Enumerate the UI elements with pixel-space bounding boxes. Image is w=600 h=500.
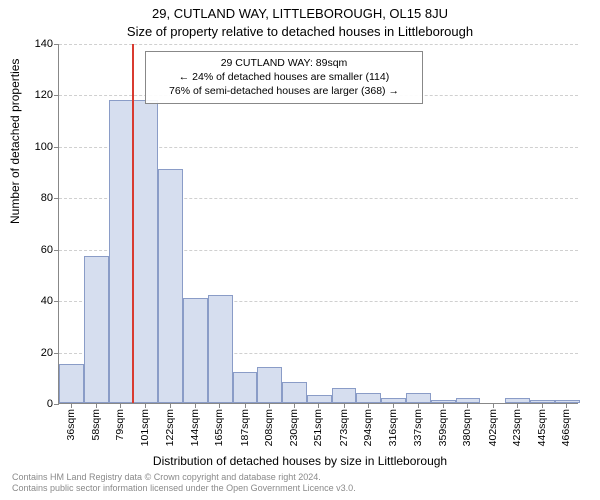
xtick-mark [467, 403, 468, 408]
xtick-label: 144sqm [189, 409, 201, 446]
ytick-label: 100 [35, 141, 53, 153]
xtick-label: 58sqm [90, 409, 102, 441]
plot-area: 02040608010012014036sqm58sqm79sqm101sqm1… [58, 44, 578, 404]
chart-container: 29, CUTLAND WAY, LITTLEBOROUGH, OL15 8JU… [0, 0, 600, 500]
ytick-mark [54, 404, 59, 405]
xtick-label: 165sqm [213, 409, 225, 446]
xtick-label: 36sqm [65, 409, 77, 441]
xtick-mark [368, 403, 369, 408]
histogram-bar [84, 256, 109, 403]
xtick-mark [219, 403, 220, 408]
xtick-mark [145, 403, 146, 408]
histogram-bar [257, 367, 282, 403]
xtick-mark [71, 403, 72, 408]
xtick-label: 79sqm [114, 409, 126, 441]
ytick-label: 40 [41, 295, 53, 307]
histogram-bar [406, 393, 431, 403]
chart-subtitle: Size of property relative to detached ho… [0, 24, 600, 39]
ytick-label: 20 [41, 347, 53, 359]
xtick-label: 359sqm [437, 409, 449, 446]
histogram-bar [356, 393, 381, 403]
y-axis-label: Number of detached properties [8, 59, 22, 224]
xtick-mark [443, 403, 444, 408]
attribution-text: Contains HM Land Registry data © Crown c… [12, 472, 356, 495]
xtick-mark [294, 403, 295, 408]
xtick-label: 445sqm [536, 409, 548, 446]
xtick-label: 122sqm [164, 409, 176, 446]
xtick-label: 273sqm [338, 409, 350, 446]
histogram-bar [183, 298, 208, 403]
histogram-bar [109, 100, 134, 403]
xtick-mark [318, 403, 319, 408]
xtick-mark [566, 403, 567, 408]
histogram-bar [208, 295, 233, 403]
chart-title: 29, CUTLAND WAY, LITTLEBOROUGH, OL15 8JU [0, 6, 600, 21]
xtick-label: 208sqm [263, 409, 275, 446]
ytick-label: 0 [47, 398, 53, 410]
xtick-label: 316sqm [387, 409, 399, 446]
xtick-mark [493, 403, 494, 408]
histogram-bar [282, 382, 307, 403]
xtick-mark [542, 403, 543, 408]
xtick-label: 380sqm [461, 409, 473, 446]
xtick-mark [170, 403, 171, 408]
ytick-mark [54, 147, 59, 148]
histogram-bar [59, 364, 84, 403]
xtick-label: 187sqm [239, 409, 251, 446]
xtick-label: 251sqm [312, 409, 324, 446]
xtick-label: 337sqm [412, 409, 424, 446]
ytick-mark [54, 198, 59, 199]
histogram-bar [307, 395, 332, 403]
histogram-bar [158, 169, 183, 403]
xtick-mark [393, 403, 394, 408]
annotation-line-1: 29 CUTLAND WAY: 89sqm [152, 56, 416, 70]
attribution-line-2: Contains public sector information licen… [12, 483, 356, 494]
annotation-box: 29 CUTLAND WAY: 89sqm← 24% of detached h… [145, 51, 423, 104]
ytick-mark [54, 353, 59, 354]
ytick-mark [54, 95, 59, 96]
histogram-bar [332, 388, 357, 403]
ytick-mark [54, 301, 59, 302]
xtick-mark [195, 403, 196, 408]
ytick-label: 120 [35, 89, 53, 101]
histogram-bar [133, 100, 158, 403]
attribution-line-1: Contains HM Land Registry data © Crown c… [12, 472, 356, 483]
xtick-label: 466sqm [560, 409, 572, 446]
xtick-label: 423sqm [511, 409, 523, 446]
xtick-mark [245, 403, 246, 408]
xtick-label: 402sqm [487, 409, 499, 446]
xtick-mark [269, 403, 270, 408]
property-marker-line [132, 44, 134, 403]
xtick-mark [120, 403, 121, 408]
ytick-label: 80 [41, 192, 53, 204]
xtick-mark [418, 403, 419, 408]
gridline [59, 44, 578, 45]
xtick-label: 230sqm [288, 409, 300, 446]
xtick-mark [96, 403, 97, 408]
xtick-label: 294sqm [362, 409, 374, 446]
ytick-mark [54, 44, 59, 45]
ytick-mark [54, 250, 59, 251]
ytick-label: 60 [41, 244, 53, 256]
annotation-line-2: ← 24% of detached houses are smaller (11… [152, 70, 416, 84]
xtick-mark [344, 403, 345, 408]
xtick-label: 101sqm [139, 409, 151, 446]
annotation-line-3: 76% of semi-detached houses are larger (… [152, 84, 416, 98]
xtick-mark [517, 403, 518, 408]
histogram-bar [233, 372, 258, 403]
x-axis-label: Distribution of detached houses by size … [0, 454, 600, 468]
ytick-label: 140 [35, 38, 53, 50]
